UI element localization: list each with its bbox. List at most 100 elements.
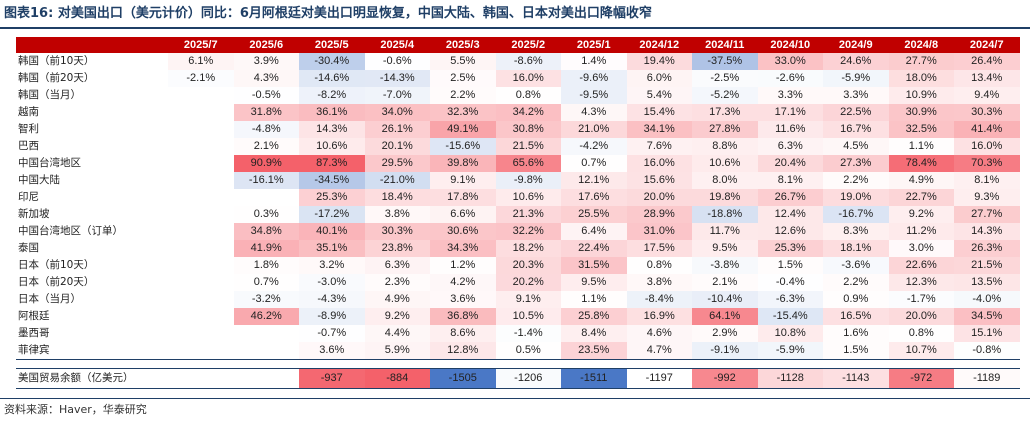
table-cell: 64.1% [692, 308, 758, 325]
table-cell: 18.1% [823, 240, 889, 257]
column-header: 2024/9 [823, 37, 889, 53]
table-cell: 27.8% [692, 121, 758, 138]
table-cell: 8.8% [692, 138, 758, 155]
column-header: 2024/7 [954, 37, 1020, 53]
column-header: 2025/4 [364, 37, 430, 53]
table-cell: -9.6% [561, 70, 627, 87]
trade-balance-row: 美国贸易余额（亿美元） -937 -884 -1505 -1206 -1511 -1197-… [16, 368, 1020, 389]
table-cell: 0.9% [823, 291, 889, 308]
table-cell: 6.3% [757, 138, 823, 155]
table-cell: -10.4% [692, 291, 758, 308]
table-cell [168, 121, 234, 138]
table-cell: -3.0% [299, 274, 365, 291]
table-cell: 20.1% [364, 138, 430, 155]
row-label: 墨西哥 [18, 327, 50, 339]
table-cell: 3.8% [626, 274, 692, 291]
table-cell: 36.1% [299, 104, 365, 121]
table-cell: -5.2% [692, 87, 758, 104]
table-cell: 3.6% [430, 291, 496, 308]
table-cell [168, 368, 234, 389]
table-cell: 3.8% [364, 206, 430, 223]
table-cell: -5.9% [757, 342, 823, 360]
table-cell: 49.1% [430, 121, 496, 138]
table-cell: -4.0% [954, 291, 1020, 308]
table-cell: 0.8% [888, 325, 954, 342]
table-cell: 3.2% [299, 257, 365, 274]
table-cell: 5.9% [364, 342, 430, 360]
table-cell: 22.7% [888, 189, 954, 206]
table-cell [168, 155, 234, 172]
table-cell: -3.8% [692, 257, 758, 274]
table-cell: 19.8% [692, 189, 758, 206]
table-cell [168, 172, 234, 189]
table-cell: 13.4% [954, 70, 1020, 87]
row-label: 韩国（前20天） [18, 72, 95, 84]
table-cell: 5.5% [430, 53, 496, 70]
table-row: 中国大陆 -16.1% -34.5% -21.0% 9.1% -9.8% 12.1% 15.6… [16, 172, 1020, 189]
table-cell: 25.3% [757, 240, 823, 257]
table-cell: 30.6% [430, 223, 496, 240]
table-cell: -21.0% [364, 172, 430, 189]
table-cell: 2.1% [233, 138, 299, 155]
table-cell: -14.6% [299, 70, 365, 87]
table-row: 中国台湾地区（订单） 34.8% 40.1% 30.3% 30.6% 32.2% 6.4% 3… [16, 223, 1020, 240]
table-cell: 1.8% [233, 257, 299, 274]
table-cell: -18.8% [692, 206, 758, 223]
table-cell: 4.4% [364, 325, 430, 342]
table-cell: 0.5% [495, 342, 561, 360]
table-cell: -884 [364, 368, 430, 389]
spacer-row [16, 360, 1020, 369]
table-cell [168, 240, 234, 257]
table-cell: -1197 [626, 368, 692, 389]
table-cell: 41.4% [954, 121, 1020, 138]
table-cell: 1.4% [561, 53, 627, 70]
row-label: 美国贸易余额（亿美元） [16, 368, 168, 389]
table-cell: -972 [888, 368, 954, 389]
table-cell: 16.0% [626, 155, 692, 172]
table-cell: 12.6% [757, 223, 823, 240]
table-cell: 11.7% [692, 223, 758, 240]
table-cell: -7.0% [364, 87, 430, 104]
table-cell: 35.1% [299, 240, 365, 257]
table-cell: 39.8% [430, 155, 496, 172]
row-label: 中国大陆 [18, 174, 60, 186]
table-cell: 41.9% [233, 240, 299, 257]
table-cell: 1.5% [757, 257, 823, 274]
table-cell: 4.9% [888, 172, 954, 189]
table-cell: 1.5% [823, 342, 889, 360]
row-label: 菲律宾 [16, 342, 168, 360]
table-cell: 3.9% [233, 53, 299, 70]
table-cell: 34.0% [364, 104, 430, 121]
table-cell: -15.6% [430, 138, 496, 155]
table-cell: 4.3% [561, 104, 627, 121]
table-cell [168, 291, 234, 308]
footer-rule [0, 398, 1030, 399]
column-header: 2024/12 [626, 37, 692, 53]
table-cell: 17.6% [561, 189, 627, 206]
row-label: 中国台湾地区（订单） [18, 225, 123, 237]
table-row: 印尼 25.3% 18.4% 17.8% 10.6% 17.6% 20.0% 19.8% 26.… [16, 189, 1020, 206]
table-cell: 9.5% [561, 274, 627, 291]
table-cell: 31.5% [561, 257, 627, 274]
table-row: 阿根廷 46.2% -8.9% 9.2% 36.8% 10.5% 25.8% 16.9% 64.… [16, 308, 1020, 325]
table-cell: -2.6% [757, 70, 823, 87]
table-cell: 31.0% [626, 223, 692, 240]
table-cell: 10.5% [495, 308, 561, 325]
table-cell: -3.6% [823, 257, 889, 274]
table-cell: 4.9% [364, 291, 430, 308]
table-cell: 2.2% [823, 172, 889, 189]
table-cell: 3.0% [888, 240, 954, 257]
table-cell: -9.8% [495, 172, 561, 189]
table-cell: 17.1% [757, 104, 823, 121]
table-row: 日本（前10天） 1.8% 3.2% 6.3% 1.2% 20.3% 31.5% 0.8% -3… [16, 257, 1020, 274]
data-table: 2025/7 2025/6 2025/5 2025/4 2025/3 2025/2 2025… [16, 37, 1020, 389]
column-header: 2025/6 [233, 37, 299, 53]
table-cell: 0.7% [561, 155, 627, 172]
row-label: 智利 [18, 123, 39, 135]
table-cell: 34.5% [954, 308, 1020, 325]
table-row: 日本（前20天） 0.7% -3.0% 2.3% 4.2% 20.2% 9.5% 3.8% 2.… [16, 274, 1020, 291]
table-cell: 70.3% [954, 155, 1020, 172]
table-cell: -1128 [757, 368, 823, 389]
table-row: 墨西哥 -0.7% 4.4% 8.6% -1.4% 8.4% 4.6% 2.9% 10.8% 1.… [16, 325, 1020, 342]
table-cell [168, 223, 234, 240]
